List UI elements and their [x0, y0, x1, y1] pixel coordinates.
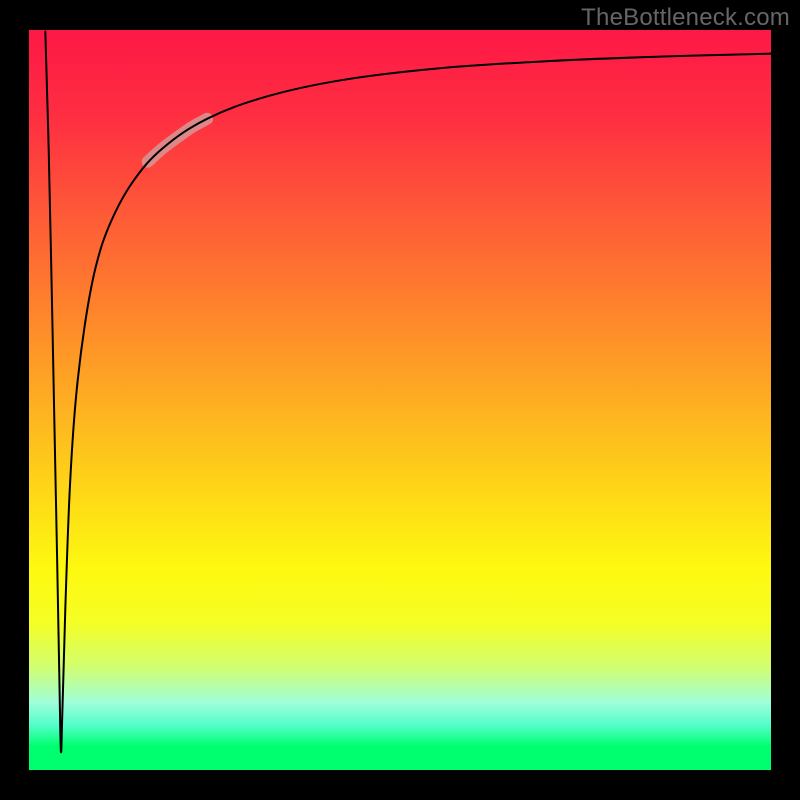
- chart-frame: TheBottleneck.com: [0, 0, 800, 800]
- gradient-background: [29, 30, 771, 770]
- watermark-text: TheBottleneck.com: [581, 4, 790, 32]
- bottleneck-chart: [0, 0, 800, 800]
